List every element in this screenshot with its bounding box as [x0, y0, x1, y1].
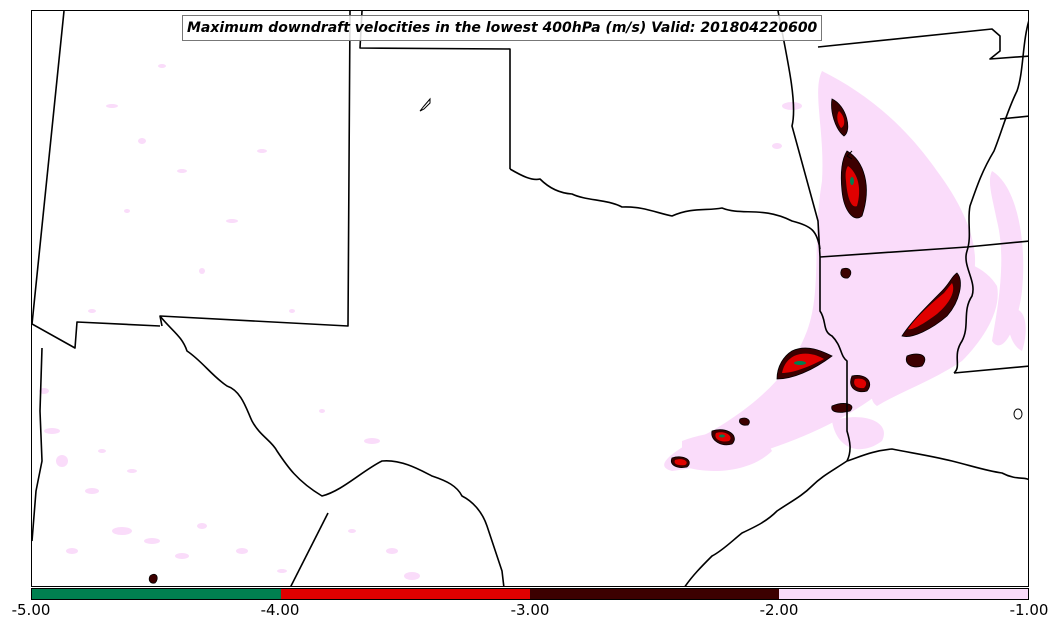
map-title: Maximum downdraft velocities in the lowe… — [182, 15, 823, 41]
red-downdraft-cells — [674, 111, 954, 466]
colorbar-segment — [530, 589, 779, 599]
map-canvas — [32, 11, 1028, 586]
colorbar-tick-label: -3.00 — [510, 601, 550, 619]
map-panel — [31, 10, 1029, 587]
colorbar-tick-label: -2.00 — [759, 601, 799, 619]
colorbar-segment — [779, 589, 1028, 599]
colorbar-segment — [281, 589, 530, 599]
colorbar-tick-label: -4.00 — [260, 601, 300, 619]
colorbar-tick-label: -5.00 — [11, 601, 51, 619]
green-downdraft-cores — [719, 177, 854, 438]
light-downdraft-speckles — [39, 64, 802, 580]
colorbar-segment — [32, 589, 281, 599]
water-features — [419, 97, 1023, 420]
colorbar-ticks: -5.00 -4.00 -3.00 -2.00 -1.00 — [0, 600, 1060, 630]
state-boundaries — [32, 11, 1028, 586]
colorbar — [31, 588, 1029, 600]
colorbar-tick-label: -1.00 — [1009, 601, 1049, 619]
